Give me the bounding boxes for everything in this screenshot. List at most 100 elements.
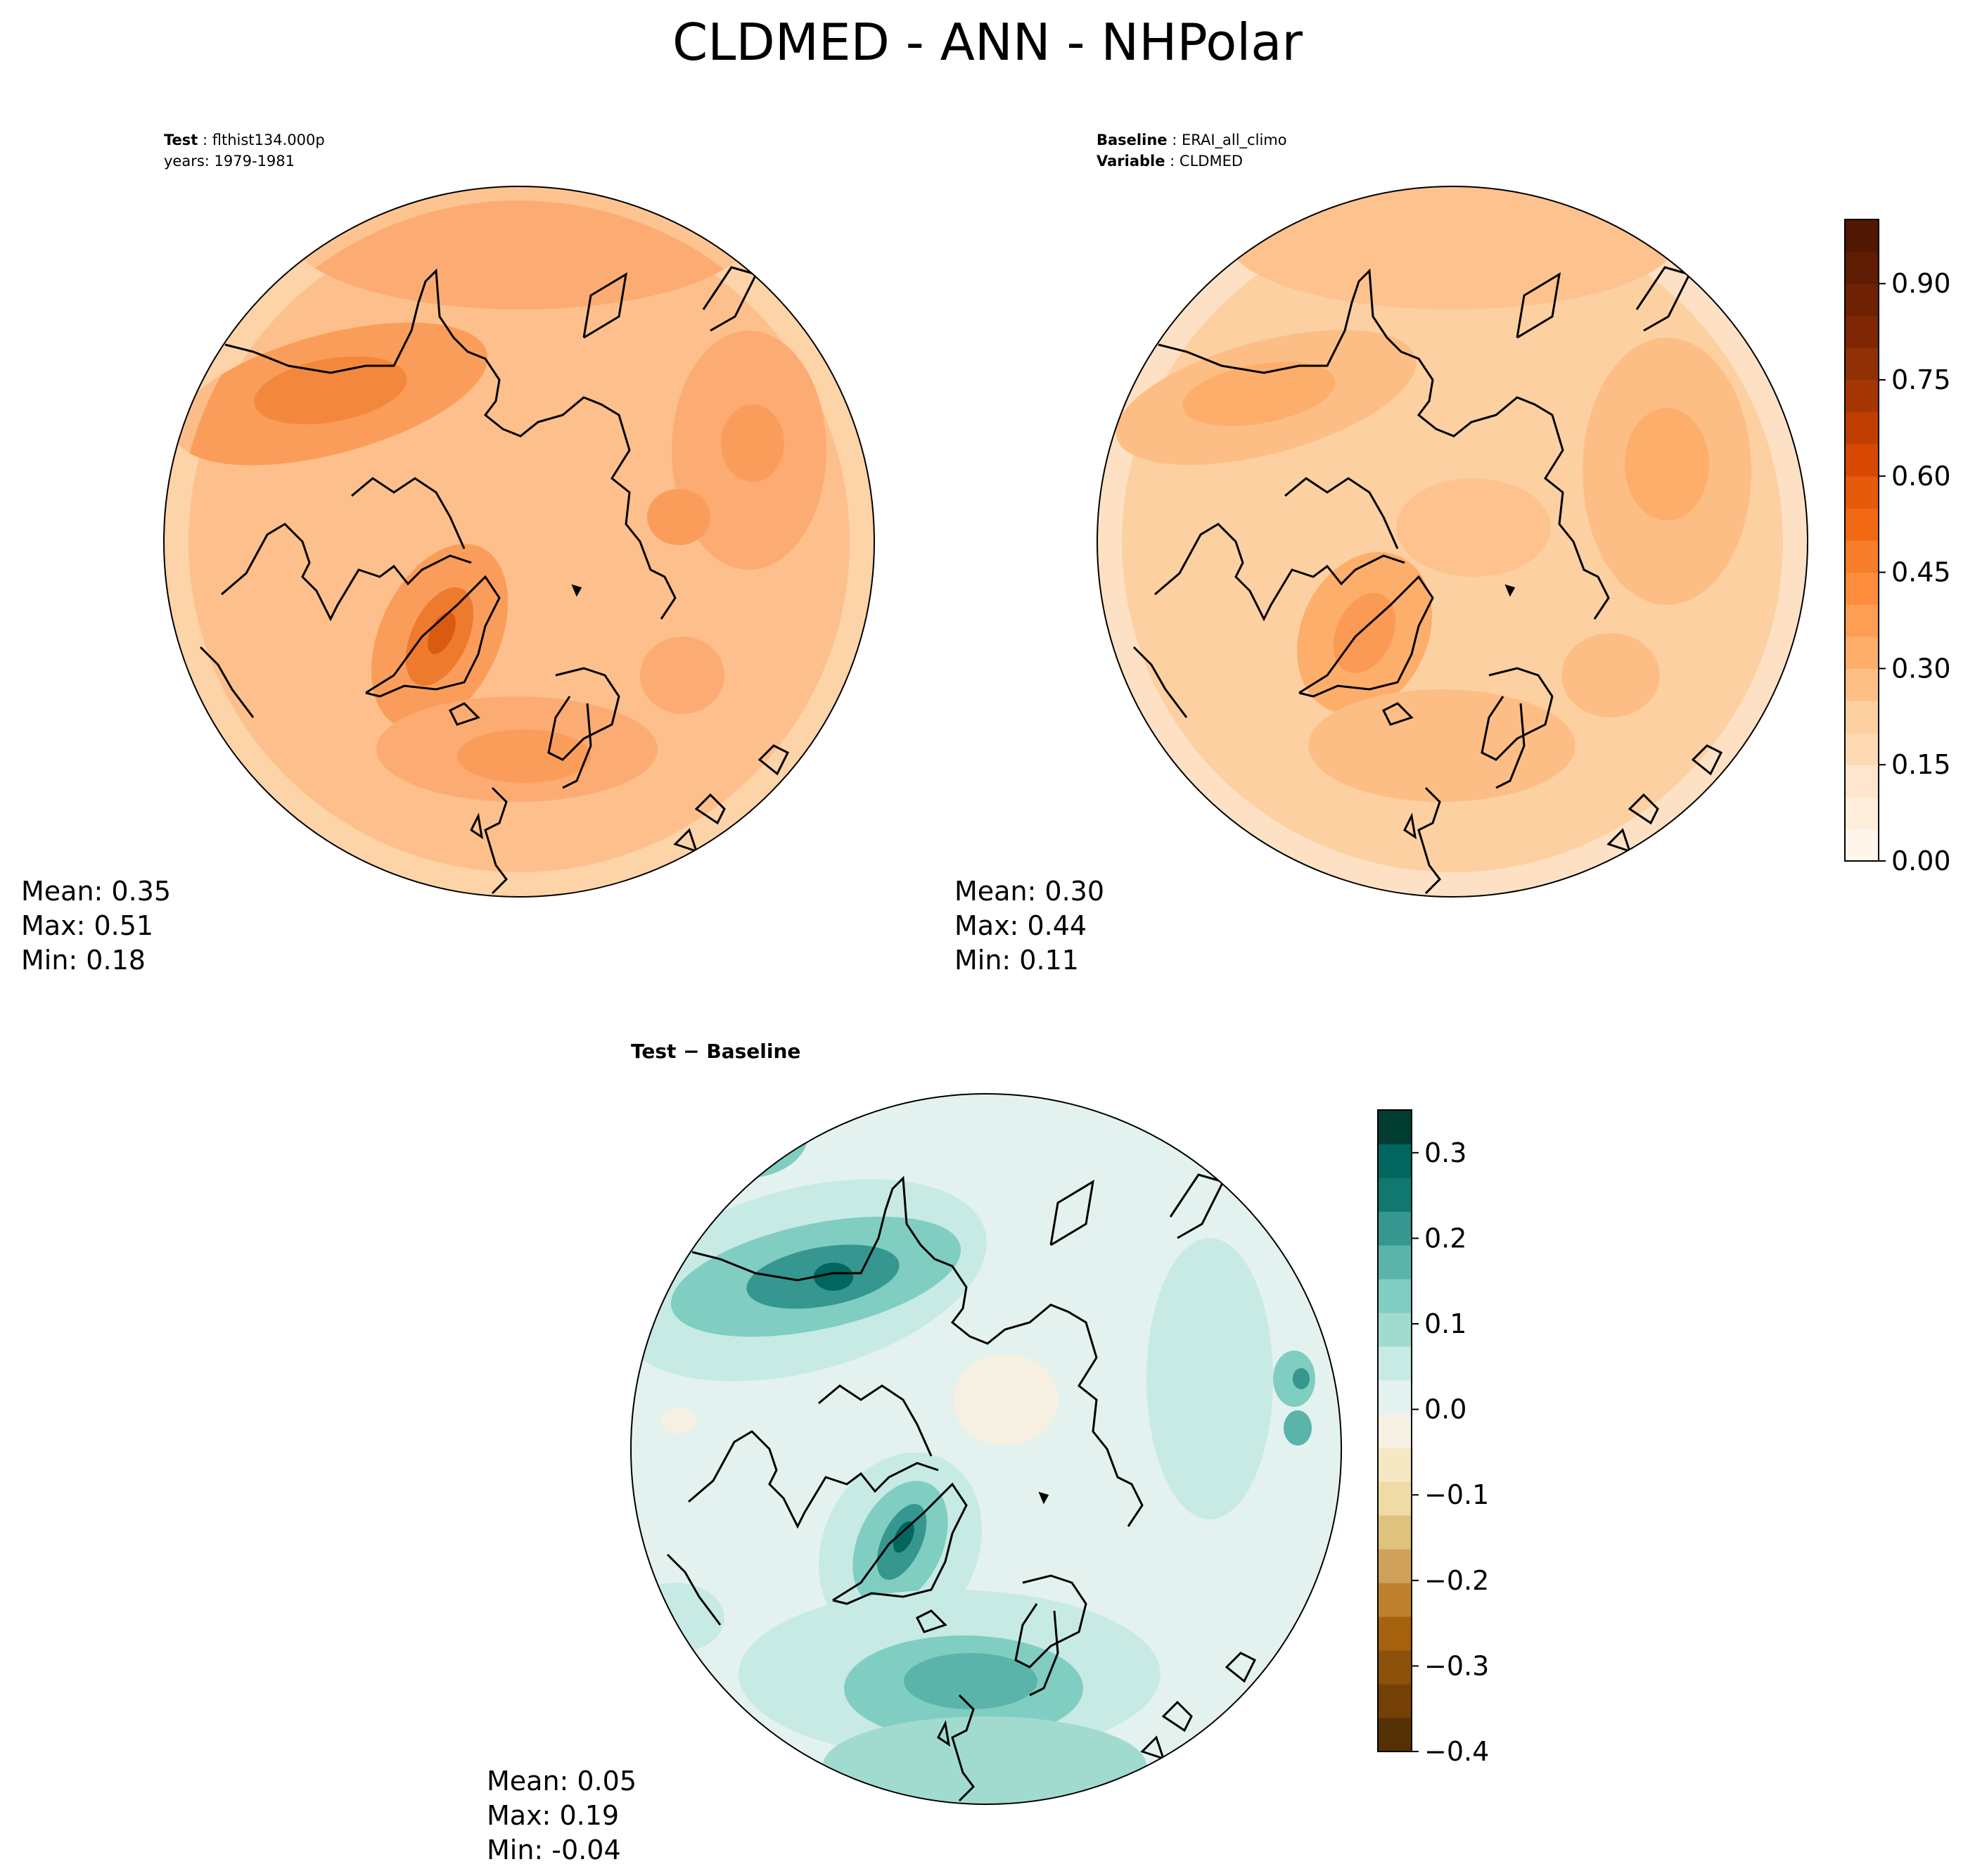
- abs-colorbar-segment: [1845, 476, 1879, 509]
- baseline-field-north: [1227, 186, 1677, 310]
- test-meta-line-1: Test : flthist134.000p: [164, 132, 325, 148]
- diff-colorbar-segment: [1378, 1481, 1412, 1516]
- diff-meta-line-1: Test − Baseline: [631, 1040, 800, 1063]
- abs-colorbar-tick-label: 0.60: [1891, 461, 1951, 492]
- test-map: [164, 186, 874, 897]
- baseline-meta-line-2: Variable : CLDMED: [1097, 153, 1243, 170]
- diff-colorbar-tick-label: −0.3: [1424, 1650, 1489, 1681]
- baseline-coastlines: [1132, 266, 1723, 895]
- abs-colorbar-segment: [1845, 219, 1879, 253]
- abs-colorbar-segment: [1845, 796, 1879, 829]
- abs-colorbar-segment: [1845, 829, 1879, 862]
- diff-colorbar-tick-label: 0.1: [1424, 1308, 1466, 1339]
- diff-colorbar-segment: [1378, 1211, 1412, 1246]
- diff-map-border: [630, 1093, 1342, 1805]
- diff-field-north: [682, 1094, 809, 1178]
- test-meta-line-2: years: 1979-1981: [164, 153, 295, 170]
- diff-field-pacific: [1146, 1238, 1273, 1519]
- abs-colorbar-frame: [1844, 219, 1879, 862]
- diff-colorbar-segment: [1378, 1245, 1412, 1280]
- abs-colorbar-segment: [1845, 380, 1879, 413]
- test-panel: Test : flthist134.000p years: 1979-1981: [21, 132, 875, 976]
- abs-colorbar-tick-label: 0.75: [1891, 364, 1951, 395]
- baseline-field-central: [1396, 478, 1551, 577]
- baseline-map-border: [1097, 186, 1808, 898]
- diff-colorbar-segment: [1378, 1313, 1412, 1347]
- diff-colorbar-segment: [1378, 1684, 1412, 1718]
- diff-panel: Test − Baseline: [487, 1040, 1342, 1865]
- test-field-aleutian: [647, 489, 710, 545]
- diff-colorbar-tick-label: −0.1: [1424, 1479, 1489, 1510]
- diff-colorbar-tick-label: −0.2: [1424, 1565, 1489, 1596]
- abs-colorbar-segment: [1845, 604, 1879, 637]
- diff-colorbar-segment: [1378, 1549, 1412, 1583]
- abs-colorbar: 0.00 0.15 0.30 0.45 0.60 0.75 0.90: [1844, 219, 1951, 876]
- baseline-stat-max: Max: 0.44: [954, 910, 1087, 941]
- test-stat-mean: Mean: 0.35: [21, 876, 171, 907]
- baseline-field-eurasia-core: [1182, 362, 1336, 426]
- diff-field-eurasia-peak: [814, 1263, 853, 1291]
- test-field-pacific-core: [721, 404, 784, 482]
- abs-colorbar-segment: [1845, 347, 1879, 381]
- abs-colorbar-segment: [1845, 315, 1879, 348]
- diff-colorbar-segment: [1378, 1279, 1412, 1313]
- diff-coastlines: [666, 1173, 1257, 1802]
- diff-colorbar-tick-label: 0.3: [1424, 1137, 1466, 1168]
- test-field-greenland-peak: [428, 612, 456, 654]
- diff-colorbar-segment: [1378, 1650, 1412, 1685]
- diff-field-pacific-b: [1284, 1410, 1312, 1446]
- abs-colorbar-tick-label: 0.30: [1891, 653, 1951, 684]
- diff-colorbar-segment: [1378, 1583, 1412, 1617]
- figure-title: CLDMED - ANN - NHPolar: [672, 13, 1303, 72]
- abs-colorbar-tick-label: 0.90: [1891, 268, 1951, 299]
- diff-colorbar-segment: [1378, 1178, 1412, 1212]
- baseline-meta-line-1: Baseline : ERAI_all_climo: [1097, 132, 1287, 149]
- diff-colorbar-segment: [1378, 1110, 1412, 1144]
- diff-field-greenland-peak: [893, 1521, 914, 1553]
- test-field-eurasia-core: [254, 356, 407, 425]
- diff-stat-mean: Mean: 0.05: [487, 1766, 637, 1797]
- diff-field-west: [631, 1583, 724, 1653]
- test-field-atlantic-core: [457, 729, 591, 783]
- baseline-field-pacific-core: [1625, 408, 1709, 521]
- diff-colorbar-tick-label: 0.0: [1424, 1394, 1466, 1425]
- abs-colorbar-segment: [1845, 251, 1879, 284]
- abs-colorbar-segment: [1845, 668, 1879, 701]
- diff-stat-min: Min: -0.04: [487, 1834, 621, 1865]
- baseline-field-siberia: [1561, 633, 1660, 717]
- abs-colorbar-segment: [1845, 540, 1879, 573]
- diff-field-south: [823, 1716, 1146, 1804]
- test-stat-min: Min: 0.18: [21, 945, 146, 976]
- diff-stat-max: Max: 0.19: [487, 1800, 619, 1831]
- test-coastlines: [199, 266, 790, 895]
- diff-colorbar-segment: [1378, 1144, 1412, 1178]
- abs-colorbar-segment: [1845, 732, 1879, 765]
- baseline-map: [1097, 186, 1808, 897]
- abs-colorbar-segment: [1845, 572, 1879, 605]
- diff-colorbar-segment: [1378, 1616, 1412, 1651]
- abs-colorbar-segment: [1845, 444, 1879, 477]
- abs-colorbar-segment: [1845, 765, 1879, 798]
- abs-colorbar-segment: [1845, 636, 1879, 669]
- diff-colorbar-segment: [1378, 1414, 1412, 1448]
- test-map-border: [163, 186, 875, 898]
- diff-colorbar-segment: [1378, 1448, 1412, 1482]
- abs-colorbar-segment: [1845, 508, 1879, 541]
- diff-colorbar-tick-label: −0.4: [1424, 1736, 1489, 1767]
- diff-field-central: [953, 1354, 1059, 1446]
- diff-field-pacific-c: [1293, 1368, 1310, 1389]
- diff-colorbar: −0.4 −0.3 −0.2 −0.1 0.0 0.1 0.2 0.3: [1377, 1109, 1489, 1767]
- abs-colorbar-tick-label: 0.00: [1891, 846, 1951, 876]
- abs-colorbar-segment: [1845, 411, 1879, 445]
- diff-map: [631, 1094, 1341, 1804]
- abs-colorbar-segment: [1845, 283, 1879, 317]
- diff-colorbar-frame: [1377, 1109, 1412, 1752]
- diff-colorbar-tick-label: 0.2: [1424, 1223, 1466, 1253]
- abs-colorbar-tick-label: 0.45: [1891, 557, 1951, 588]
- abs-colorbar-segment: [1845, 701, 1879, 734]
- diff-colorbar-segment: [1378, 1718, 1412, 1752]
- diff-colorbar-segment: [1378, 1346, 1412, 1381]
- baseline-stat-mean: Mean: 0.30: [954, 876, 1104, 907]
- test-field-siberia: [640, 637, 724, 714]
